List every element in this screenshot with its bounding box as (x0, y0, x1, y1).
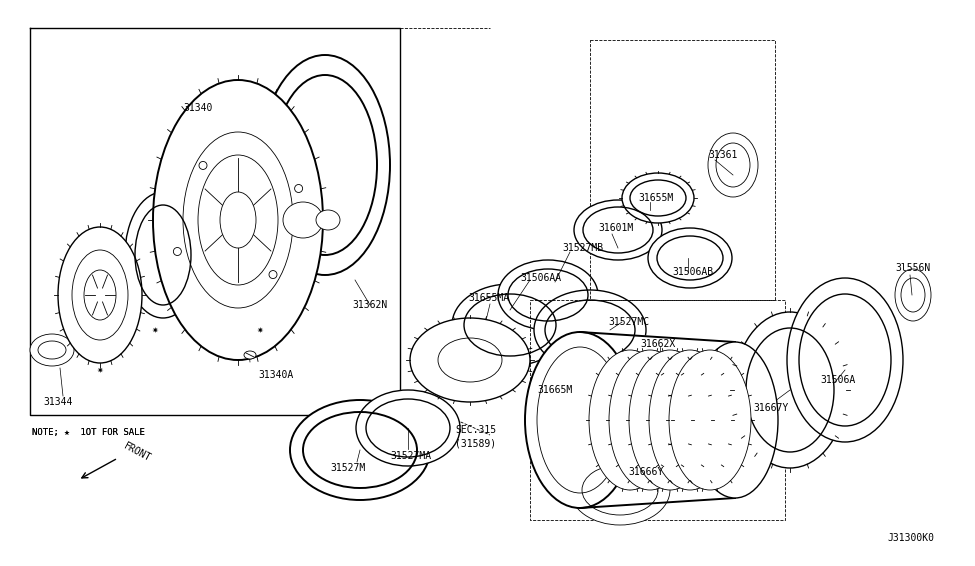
Text: SEC.315: SEC.315 (455, 425, 496, 435)
Text: FRONT: FRONT (122, 441, 153, 464)
Ellipse shape (58, 227, 142, 363)
Text: 31506AB: 31506AB (672, 267, 713, 277)
Ellipse shape (498, 260, 598, 330)
Ellipse shape (669, 350, 751, 490)
Ellipse shape (629, 350, 711, 490)
Ellipse shape (570, 455, 670, 525)
Text: (31589): (31589) (455, 438, 496, 448)
Text: J31300K0: J31300K0 (887, 533, 934, 543)
Ellipse shape (410, 318, 530, 402)
Ellipse shape (290, 400, 430, 500)
Text: NOTE; ★  1OT FOR SALE: NOTE; ★ 1OT FOR SALE (32, 427, 145, 436)
Ellipse shape (525, 332, 635, 508)
Ellipse shape (294, 185, 302, 192)
Text: 31340A: 31340A (258, 370, 293, 380)
Text: 31601M: 31601M (598, 223, 633, 233)
Ellipse shape (734, 312, 846, 468)
Text: 31655MA: 31655MA (468, 293, 509, 303)
Ellipse shape (895, 269, 931, 321)
Ellipse shape (72, 250, 128, 340)
Text: 31666Y: 31666Y (628, 467, 663, 477)
Ellipse shape (30, 334, 74, 366)
Text: ✷: ✷ (97, 365, 103, 375)
Ellipse shape (534, 290, 646, 370)
Ellipse shape (648, 228, 732, 288)
Ellipse shape (220, 192, 256, 248)
Text: 31506AA: 31506AA (520, 273, 562, 283)
Ellipse shape (244, 351, 256, 359)
Text: 31362N: 31362N (352, 300, 387, 310)
Ellipse shape (649, 350, 731, 490)
Polygon shape (580, 332, 735, 508)
Text: 3l556N: 3l556N (895, 263, 930, 273)
Ellipse shape (787, 278, 903, 442)
Text: 31344: 31344 (43, 397, 72, 407)
Ellipse shape (316, 210, 340, 230)
Ellipse shape (589, 350, 671, 490)
Ellipse shape (283, 202, 323, 238)
Ellipse shape (269, 271, 277, 278)
Text: 31527MB: 31527MB (562, 243, 604, 253)
Ellipse shape (609, 350, 691, 490)
Ellipse shape (692, 342, 778, 498)
Ellipse shape (708, 133, 758, 197)
Text: 31662X: 31662X (640, 339, 676, 349)
Text: 31655M: 31655M (638, 193, 674, 203)
Text: 31506A: 31506A (820, 375, 855, 385)
Ellipse shape (174, 247, 181, 255)
Text: 31527M: 31527M (330, 463, 366, 473)
Text: NOTE; ★  1OT FOR SALE: NOTE; ★ 1OT FOR SALE (32, 427, 145, 436)
Text: 31667Y: 31667Y (753, 403, 788, 413)
Text: 31340: 31340 (183, 103, 213, 113)
Ellipse shape (153, 80, 323, 360)
Ellipse shape (125, 192, 201, 318)
Text: ✷: ✷ (256, 325, 263, 335)
Ellipse shape (622, 173, 694, 223)
Text: 31527MC: 31527MC (608, 317, 649, 327)
Ellipse shape (199, 161, 207, 169)
Text: 31665M: 31665M (537, 385, 572, 395)
Ellipse shape (452, 284, 568, 366)
Text: 31527MA: 31527MA (390, 451, 431, 461)
Ellipse shape (574, 200, 662, 260)
Ellipse shape (260, 55, 390, 275)
Text: 31361: 31361 (708, 150, 737, 160)
Text: ✷: ✷ (152, 325, 158, 335)
Ellipse shape (356, 390, 460, 466)
